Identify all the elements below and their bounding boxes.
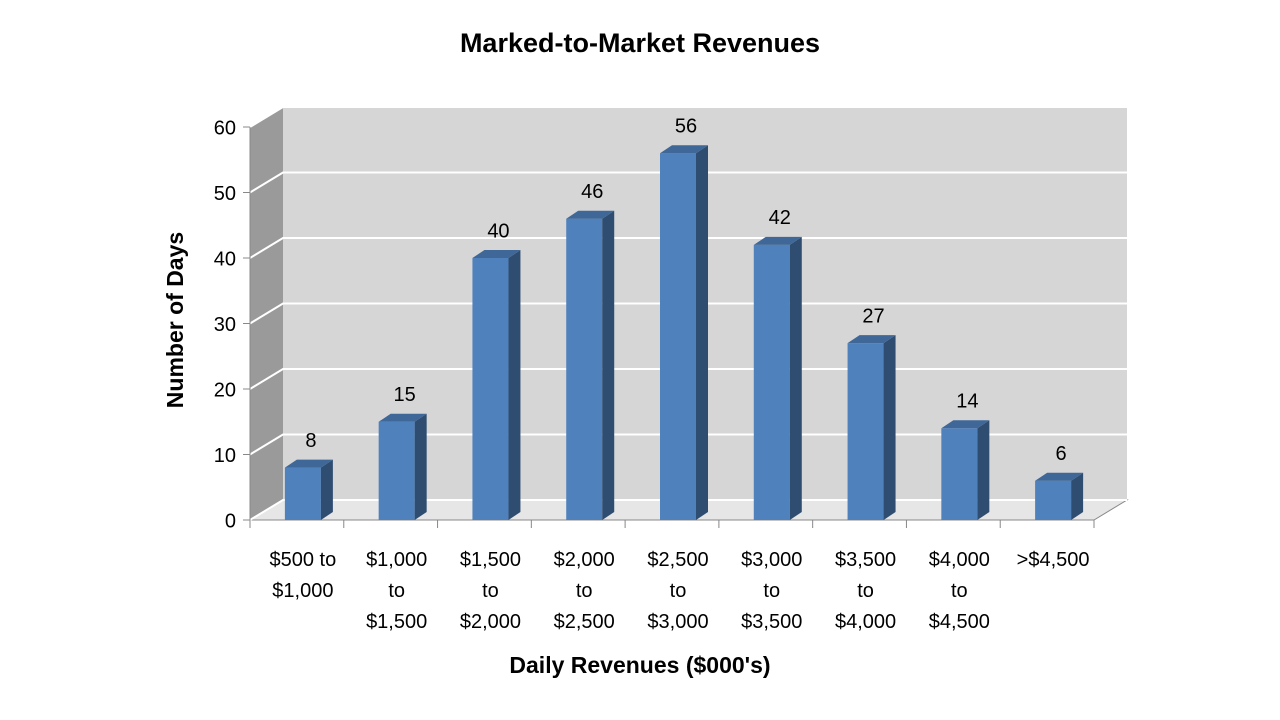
value-label: 14: [956, 391, 978, 413]
value-label: 6: [1056, 443, 1067, 465]
x-tick-label: $2,500 to $3,000: [647, 549, 709, 633]
bar: [847, 343, 884, 520]
grid-line: [249, 237, 1127, 259]
value-label: 27: [862, 305, 884, 327]
bar-top: [847, 335, 896, 344]
bar: [472, 258, 509, 520]
bar: [566, 218, 603, 520]
y-tick-label: 10: [214, 445, 236, 467]
x-axis-label: Daily Revenues ($000's): [509, 652, 770, 678]
y-axis-label: Number of Days: [162, 232, 188, 408]
y-tick-label: 50: [214, 183, 236, 205]
bar-top: [1035, 472, 1084, 481]
bar-side: [1071, 472, 1084, 520]
y-tick-label: 40: [214, 248, 236, 270]
x-tick-label: >$4,500: [1016, 549, 1090, 571]
bar-side: [508, 250, 521, 520]
value-label: 46: [581, 181, 603, 203]
bar-top: [378, 413, 427, 422]
y-tick-label: 0: [225, 510, 236, 532]
bar-side: [789, 236, 802, 520]
grid-line: [249, 106, 1127, 128]
bar-top: [472, 250, 521, 258]
bar-top: [753, 236, 802, 245]
y-tick-label: 20: [214, 379, 236, 401]
bar: [378, 421, 415, 520]
bar-top: [941, 420, 990, 429]
bar: [660, 153, 696, 520]
bar-top: [284, 459, 333, 468]
x-tick-label: $1,500 to $2,000: [459, 549, 522, 633]
bar: [941, 428, 978, 520]
bar-top: [660, 145, 708, 154]
bar-side: [320, 459, 333, 520]
grid-line: [249, 171, 1127, 194]
x-tick-label: $1,000 to $1,500: [366, 549, 428, 633]
bar-side: [414, 413, 427, 520]
value-label: 8: [305, 430, 316, 452]
grid-line: [249, 499, 1127, 521]
bar-top: [566, 210, 615, 219]
bar: [1035, 480, 1072, 520]
grid-line: [249, 368, 1127, 390]
x-tick-label: $4,000 to $4,500: [928, 549, 990, 633]
value-label: 42: [769, 207, 791, 229]
x-tick-label: $500 to $1,000: [269, 549, 337, 602]
value-label: 56: [675, 115, 697, 137]
chart-title: Marked-to-Market Revenues: [460, 28, 820, 58]
grid-line: [249, 302, 1127, 325]
value-label: 40: [487, 220, 509, 242]
bar-side: [883, 335, 896, 520]
x-tick-label: $3,500 to $4,000: [834, 549, 897, 633]
bar-side: [602, 210, 615, 520]
bar-side: [977, 420, 990, 520]
grid-line: [249, 433, 1127, 456]
x-tick-label: $2,000 to $2,500: [553, 549, 615, 633]
y-tick-label: 30: [214, 314, 236, 336]
value-label: 15: [394, 384, 416, 406]
y-tick-label: 60: [214, 117, 236, 139]
bar: [753, 244, 790, 520]
bar-side: [696, 145, 708, 520]
bar: [284, 467, 321, 520]
x-tick-label: $3,000 to $3,500: [741, 549, 803, 633]
